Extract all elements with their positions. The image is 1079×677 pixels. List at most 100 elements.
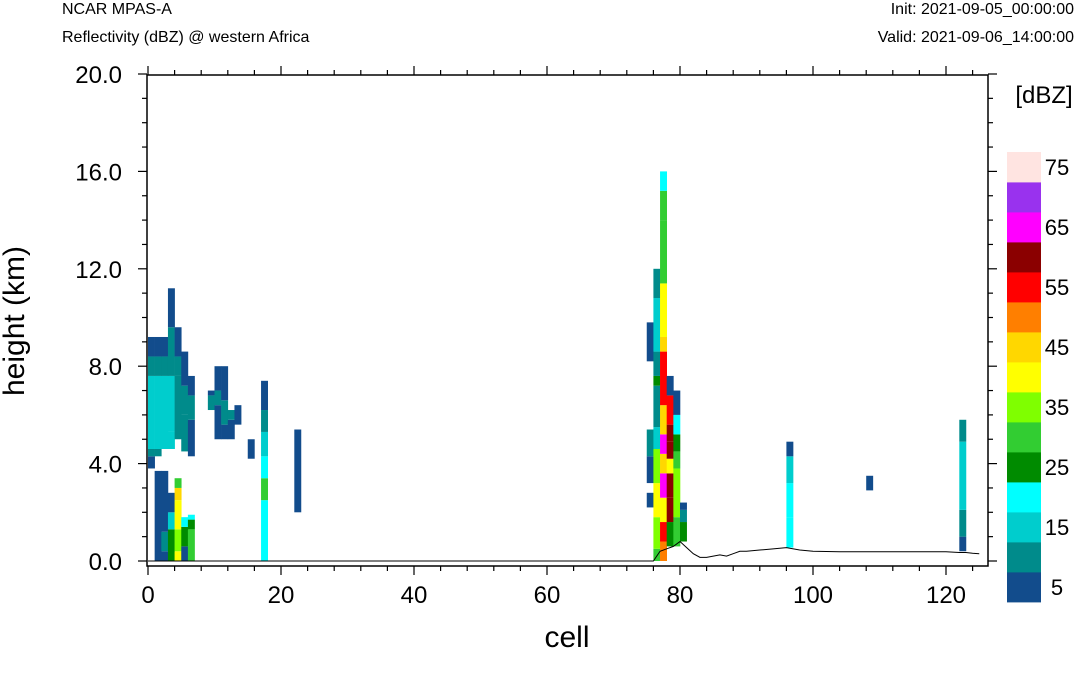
y-tick-label: 12.0 bbox=[75, 257, 122, 284]
x-tick-label: 120 bbox=[926, 582, 966, 609]
reflectivity-cell bbox=[673, 517, 681, 547]
reflectivity-cell bbox=[294, 429, 302, 513]
reflectivity-cells bbox=[148, 171, 967, 561]
reflectivity-cell bbox=[181, 414, 189, 452]
colorbar-swatch bbox=[1007, 482, 1041, 513]
reflectivity-cell bbox=[959, 441, 967, 510]
colorbar-swatch bbox=[1007, 152, 1041, 183]
field-label: Reflectivity (dBZ) @ western Africa bbox=[62, 29, 310, 46]
colorbar-swatch bbox=[1007, 422, 1041, 453]
colorbar-swatch bbox=[1007, 512, 1041, 543]
x-tick-label: 60 bbox=[534, 582, 561, 609]
reflectivity-cell bbox=[154, 470, 162, 561]
y-axis: 0.0 4.0 8.0 12.0 16.0 20.0 bbox=[75, 62, 997, 576]
colorbar-swatch bbox=[1007, 302, 1041, 333]
reflectivity-cell bbox=[247, 439, 255, 459]
reflectivity-cell bbox=[653, 548, 661, 561]
reflectivity-cell bbox=[174, 551, 182, 561]
reflectivity-cell bbox=[786, 441, 794, 457]
reflectivity-cell bbox=[261, 410, 268, 432]
reflectivity-cell bbox=[214, 405, 222, 440]
reflectivity-cell bbox=[666, 424, 674, 442]
colorbar-swatch bbox=[1007, 242, 1041, 273]
reflectivity-cell bbox=[653, 298, 661, 352]
reflectivity-cell bbox=[154, 448, 162, 457]
reflectivity-cell bbox=[653, 268, 661, 299]
colorbar-swatch bbox=[1007, 332, 1041, 363]
reflectivity-cell bbox=[653, 483, 661, 518]
reflectivity-cell bbox=[660, 453, 667, 474]
colorbar-swatch bbox=[1007, 392, 1041, 423]
reflectivity-cell bbox=[646, 456, 654, 484]
reflectivity-cell bbox=[221, 366, 229, 401]
colorbar-label: 15 bbox=[1045, 515, 1069, 540]
x-axis-label: cell bbox=[544, 621, 589, 654]
reflectivity-cell bbox=[673, 468, 681, 518]
reflectivity-cell bbox=[161, 336, 169, 357]
reflectivity-cell bbox=[181, 517, 189, 527]
reflectivity-cell bbox=[653, 427, 661, 449]
reflectivity-cell bbox=[673, 414, 681, 435]
reflectivity-cell bbox=[174, 375, 182, 440]
y-tick-label: 20.0 bbox=[75, 62, 122, 89]
reflectivity-cell bbox=[646, 322, 654, 362]
reflectivity-cell bbox=[148, 356, 155, 376]
reflectivity-cell bbox=[187, 519, 195, 530]
reflectivity-cell bbox=[207, 395, 215, 411]
model-label: NCAR MPAS-A bbox=[62, 1, 172, 18]
reflectivity-cell bbox=[959, 509, 967, 537]
y-tick-label: 4.0 bbox=[89, 452, 122, 479]
reflectivity-cell bbox=[666, 458, 674, 474]
reflectivity-cell bbox=[167, 529, 175, 561]
x-axis: 0 20 40 60 80 100 120 bbox=[141, 66, 974, 609]
reflectivity-cell bbox=[261, 478, 268, 501]
reflectivity-cell bbox=[959, 536, 967, 552]
reflectivity-cell bbox=[261, 431, 268, 457]
reflectivity-cell bbox=[660, 171, 667, 191]
reflectivity-cell bbox=[680, 502, 687, 510]
reflectivity-cell bbox=[167, 375, 175, 432]
reflectivity-cell bbox=[161, 551, 169, 561]
reflectivity-cell bbox=[666, 522, 674, 547]
colorbar-unit-label: [dBZ] bbox=[1015, 82, 1072, 109]
reflectivity-cell bbox=[187, 395, 195, 420]
reflectivity-cell bbox=[660, 473, 667, 498]
reflectivity-cell bbox=[646, 429, 654, 457]
reflectivity-cell bbox=[167, 492, 175, 513]
reflectivity-cell bbox=[148, 375, 155, 449]
reflectivity-cell bbox=[221, 400, 229, 425]
reflectivity-cell bbox=[167, 512, 175, 530]
reflectivity-cell bbox=[174, 529, 182, 552]
reflectivity-cell bbox=[673, 434, 681, 452]
y-tick-label: 16.0 bbox=[75, 159, 122, 186]
reflectivity-cell bbox=[227, 419, 235, 440]
colorbar-swatch bbox=[1007, 542, 1041, 573]
reflectivity-cell bbox=[181, 546, 189, 561]
y-tick-label: 8.0 bbox=[89, 354, 122, 381]
colorbar-swatch bbox=[1007, 452, 1041, 483]
reflectivity-cell bbox=[187, 375, 195, 396]
reflectivity-cell bbox=[653, 375, 661, 386]
colorbar-label: 75 bbox=[1045, 155, 1069, 180]
reflectivity-cell bbox=[660, 336, 667, 352]
reflectivity-cell bbox=[673, 451, 681, 469]
valid-time-label: Valid: 2021-09-06_14:00:00 bbox=[877, 29, 1074, 46]
reflectivity-cell bbox=[167, 431, 175, 449]
colorbar-label: 5 bbox=[1051, 575, 1063, 600]
reflectivity-cell bbox=[187, 529, 195, 561]
reflectivity-cell bbox=[174, 327, 182, 357]
x-tick-label: 100 bbox=[793, 582, 833, 609]
colorbar-label: 65 bbox=[1045, 215, 1069, 240]
reflectivity-cell bbox=[234, 405, 242, 425]
reflectivity-cell bbox=[181, 526, 189, 547]
colorbar-swatch bbox=[1007, 272, 1041, 303]
reflectivity-cell bbox=[673, 390, 681, 415]
reflectivity-cell bbox=[653, 351, 661, 376]
reflectivity-cell bbox=[653, 385, 661, 428]
reflectivity-cell bbox=[660, 405, 667, 435]
reflectivity-cell bbox=[660, 283, 667, 337]
x-tick-label: 20 bbox=[268, 582, 295, 609]
reflectivity-cell bbox=[187, 514, 195, 520]
terrain-layer bbox=[148, 540, 980, 562]
reflectivity-cell bbox=[174, 478, 182, 488]
